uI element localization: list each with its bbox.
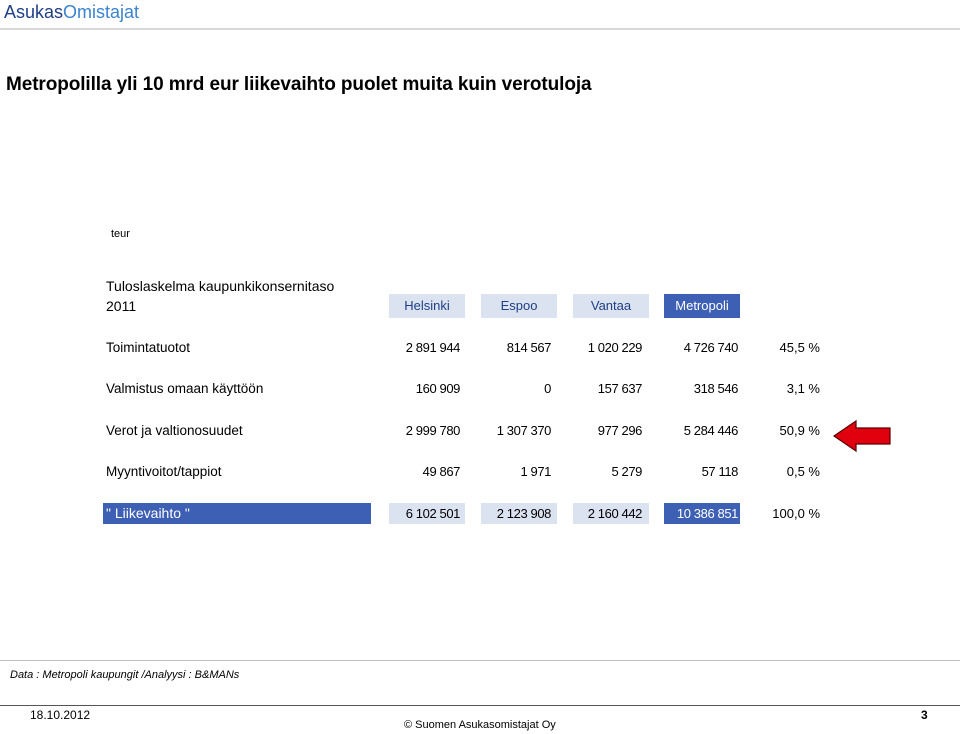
share-cell: 0,5 %: [786, 464, 820, 479]
column-header-espoo: Espoo: [481, 294, 557, 318]
table-subtitle: Tuloslaskelma kaupunkikonsernitaso 2011: [106, 276, 334, 316]
brand-logo: AsukasOmistajat: [4, 0, 139, 24]
arrow-left-icon: [832, 419, 891, 453]
total-bar-helsinki: [389, 503, 465, 524]
total-cell: 10 386 851: [676, 506, 738, 521]
table-cell: 1 971: [520, 464, 551, 479]
column-header-helsinki: Helsinki: [389, 294, 465, 318]
total-label-bar: [103, 503, 371, 524]
table-cell: 814 567: [506, 340, 552, 355]
total-bar-vantaa: [573, 503, 649, 524]
share-cell: 3,1 %: [786, 381, 820, 396]
table-cell: 2 891 944: [405, 340, 461, 355]
unit-label: teur: [111, 228, 130, 240]
table-cell: 160 909: [415, 381, 461, 396]
table-cell: 57 118: [701, 464, 739, 479]
source-divider: [0, 660, 960, 661]
footer-date: 18.10.2012: [30, 708, 91, 722]
table-subtitle-line-1: Tuloslaskelma kaupunkikonsernitaso: [106, 278, 335, 294]
total-share-cell: 100,0 %: [772, 506, 820, 521]
table-cell: 977 296: [597, 423, 643, 438]
column-header-metropoli: Metropoli: [664, 294, 740, 318]
row-label-valmistus: Valmistus omaan käyttöön: [106, 381, 264, 396]
brand-part-1: Asukas: [4, 2, 64, 22]
page-number: 3: [921, 708, 928, 722]
source-note: Data : Metropoli kaupungit /Analyysi : B…: [10, 669, 240, 681]
table-cell: 5 279: [611, 464, 642, 479]
brand-part-2: Omistajat: [63, 2, 140, 22]
table-cell: 4 726 740: [683, 340, 739, 355]
total-cell: 6 102 501: [405, 506, 461, 521]
row-label-verot: Verot ja valtionosuudet: [106, 423, 243, 438]
total-row-label: " Liikevaihto ": [106, 505, 190, 521]
table-cell: 49 867: [422, 464, 461, 479]
total-bar-espoo: [481, 503, 557, 524]
total-bar-metropoli: [664, 503, 740, 524]
footer-divider: [0, 705, 960, 706]
share-cell: 45,5 %: [779, 340, 820, 355]
share-cell: 50,9 %: [779, 423, 820, 438]
table-cell: 157 637: [597, 381, 643, 396]
slide-title: Metropolilla yli 10 mrd eur liikevaihto …: [6, 74, 592, 95]
total-cell: 2 160 442: [587, 506, 643, 521]
table-subtitle-line-2: 2011: [106, 298, 137, 314]
table-cell: 0: [544, 381, 551, 396]
header-divider: [0, 28, 960, 30]
table-cell: 5 284 446: [683, 423, 739, 438]
table-cell: 318 546: [693, 381, 739, 396]
column-header-vantaa: Vantaa: [573, 294, 649, 318]
row-label-toimintatuotot: Toimintatuotot: [106, 340, 191, 355]
table-cell: 1 020 229: [587, 340, 643, 355]
row-label-myyntivoitot: Myyntivoitot/tappiot: [106, 464, 222, 479]
table-cell: 1 307 370: [496, 423, 552, 438]
total-cell: 2 123 908: [496, 506, 552, 521]
footer-copyright: © Suomen Asukasomistajat Oy: [404, 719, 556, 731]
table-cell: 2 999 780: [405, 423, 461, 438]
